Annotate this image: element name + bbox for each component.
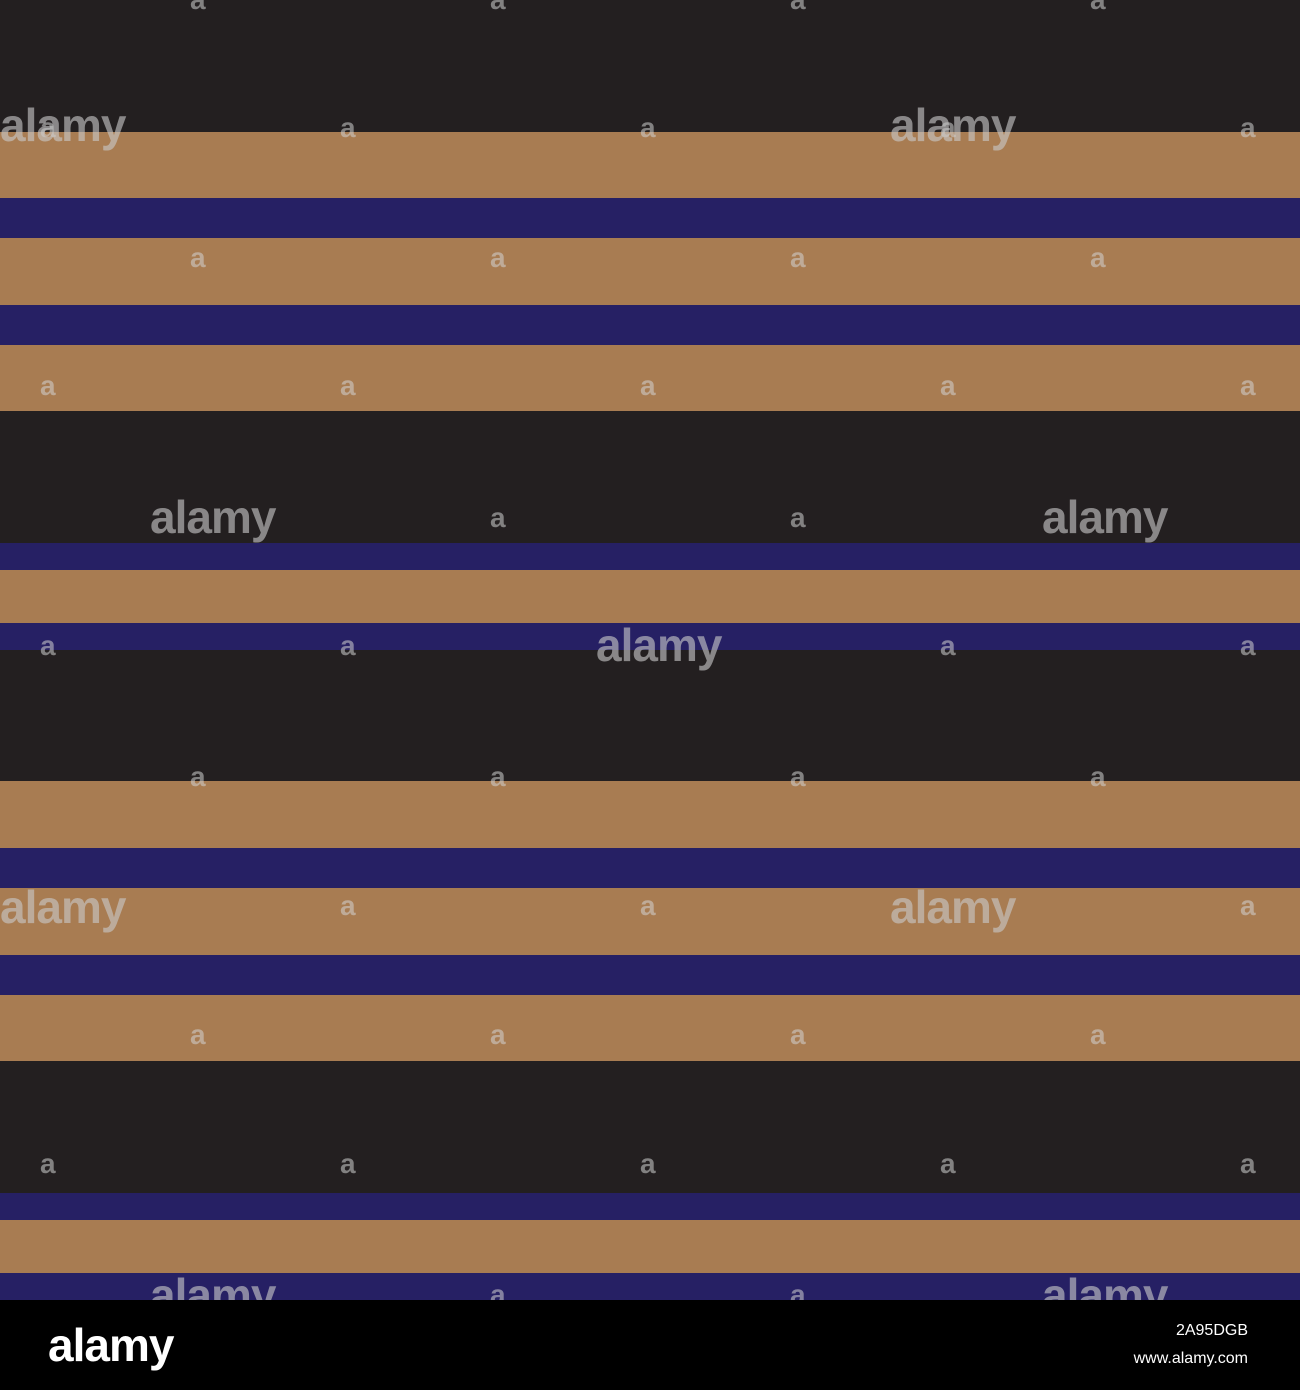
stripe-black [0, 1061, 1300, 1193]
stripe-black [0, 650, 1300, 781]
stripe-tan [0, 1220, 1300, 1273]
stripe-navy [0, 955, 1300, 995]
stripe-tan [0, 570, 1300, 623]
stripe-navy [0, 623, 1300, 650]
stripe-tan [0, 238, 1300, 305]
image-id: 2A95DGB [1175, 1322, 1248, 1339]
alamy-logo: alamy [48, 1319, 174, 1371]
site-url: www.alamy.com [1133, 1350, 1248, 1367]
stripe-navy [0, 1273, 1300, 1300]
stripe-navy [0, 848, 1300, 888]
stripe-black [0, 0, 1300, 132]
stripe-tan [0, 345, 1300, 411]
stripe-navy [0, 543, 1300, 570]
stripe-tan [0, 132, 1300, 198]
stripe-tan [0, 995, 1300, 1061]
stripe-navy [0, 1193, 1300, 1220]
striped-pattern: aaaaaaaaaaaaaaaaaaaaaaaaaaaaaaaaaaaaaaaa… [0, 0, 1300, 1300]
stripe-tan [0, 888, 1300, 955]
stripe-tan [0, 781, 1300, 848]
stripe-navy [0, 305, 1300, 345]
footer-bar: alamy 2A95DGB www.alamy.com [0, 1300, 1300, 1390]
stripe-navy [0, 198, 1300, 238]
stripe-black [0, 411, 1300, 543]
